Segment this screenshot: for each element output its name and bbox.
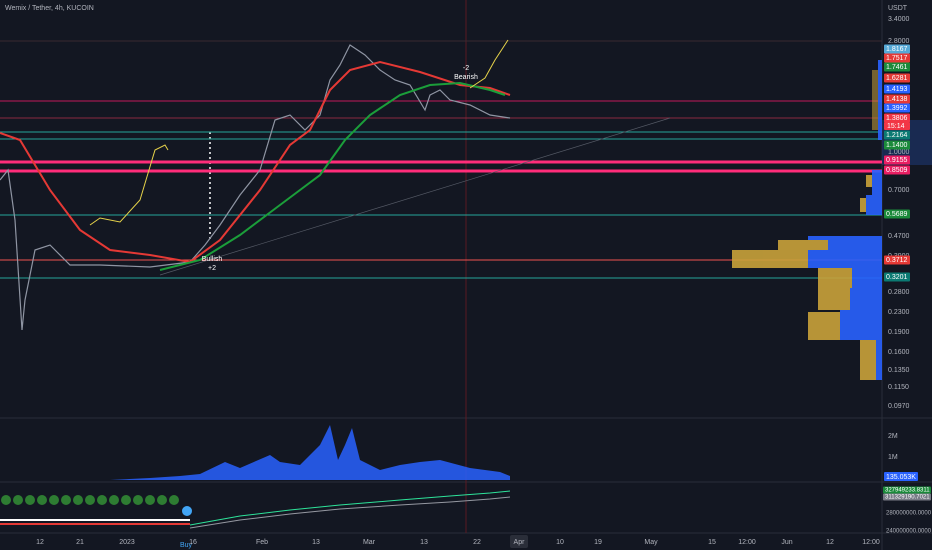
volume-tag [884, 472, 918, 481]
price-tag [884, 122, 910, 130]
price-label: 1.0000 [888, 149, 910, 156]
price-tag-label: 0.9155 [886, 157, 908, 164]
price-label: 0.1350 [888, 367, 910, 374]
tag-time: 15:14 [887, 123, 905, 130]
time-label: 22 [473, 539, 481, 546]
ma-green [159, 81, 506, 271]
indicator-line [189, 490, 511, 526]
annotation: +2 [208, 265, 216, 272]
price-tag-label: 1.3992 [886, 105, 908, 112]
price-tag [884, 140, 910, 150]
volume-label: 2M [888, 433, 898, 440]
annotation: Bullish [202, 256, 223, 263]
price-tag-label: 1.6281 [886, 75, 908, 82]
chart-title: Wemix / Tether, 4h, KUCOIN [5, 5, 94, 12]
projection [89, 144, 169, 226]
ma-red [0, 60, 511, 264]
price-tag [884, 165, 910, 175]
indicator-tag [883, 486, 931, 494]
signal-bar [0, 523, 190, 525]
price-tag-label: 1.7517 [886, 55, 908, 62]
price-tag-label: 1.8167 [886, 46, 908, 53]
signal-bar [0, 519, 190, 521]
price-tag-label: 1.4193 [886, 86, 908, 93]
time-label: Feb [256, 539, 268, 546]
volume-label: 1M [888, 454, 898, 461]
indicator-tag-label: 327949233.8311 [885, 488, 930, 494]
currency: USDT [888, 5, 908, 12]
price-tag [884, 272, 910, 282]
price-tag-label: 1.2164 [886, 132, 908, 139]
time-label: 12 [826, 539, 834, 546]
price-label: 0.2300 [888, 309, 910, 316]
price-tag [884, 44, 910, 54]
volume-bars [110, 425, 510, 480]
price-line [0, 44, 511, 331]
price-label: 3.4000 [888, 16, 910, 23]
price-label: 0.0970 [888, 403, 910, 410]
volume-profile [732, 60, 932, 380]
price-label: 2.8000 [888, 38, 910, 45]
time-label: 10 [556, 539, 564, 546]
price-tag-label: 0.3201 [886, 274, 908, 281]
time-label: 21 [76, 539, 84, 546]
price-tag [884, 130, 910, 140]
price-tag [884, 103, 910, 113]
price-tag [884, 94, 910, 104]
time-label: 19 [594, 539, 602, 546]
indicator-label: 280000000.0000 [886, 511, 932, 517]
time-label: 13 [312, 539, 320, 546]
indicator-label: 240000000.0000 [886, 529, 932, 535]
price-tag-label: 1.3806 [886, 115, 908, 122]
time-label: 16 [189, 539, 197, 546]
price-label: 0.4700 [888, 233, 910, 240]
volume-tag-label: 135.053K [886, 474, 916, 481]
price-tag [884, 155, 910, 165]
projection [469, 39, 509, 89]
price-label: 0.1900 [888, 329, 910, 336]
price-tag [884, 62, 910, 72]
price-label: 0.7000 [888, 187, 910, 194]
price-label: 0.1600 [888, 349, 910, 356]
price-tag [884, 53, 910, 63]
price-tag-label: 1.4138 [886, 96, 908, 103]
price-label: 0.2800 [888, 289, 910, 296]
signal-dots [1, 495, 192, 516]
time-label: 13 [420, 539, 428, 546]
price-tag [884, 113, 910, 123]
time-label: 12 [36, 539, 44, 546]
time-label: 12:00 [738, 539, 756, 546]
price-tag-label: 1.1400 [886, 142, 908, 149]
time-label: Jun [781, 539, 792, 546]
time-label: May [644, 539, 658, 546]
price-tag-label: 0.5689 [886, 211, 908, 218]
price-tag-label: 1.7461 [886, 64, 908, 71]
trend-line [159, 117, 671, 276]
price-tag [884, 73, 910, 83]
time-label: 15 [708, 539, 716, 546]
price-tag-label: 0.8509 [886, 167, 908, 174]
price-tag [884, 209, 910, 219]
time-label: Mar [363, 539, 376, 546]
time-label: Apr [514, 539, 526, 546]
indicator-line [189, 496, 511, 529]
time-highlight [510, 535, 528, 548]
annotation: Bearish [454, 74, 478, 81]
time-label: 12:00 [862, 539, 880, 546]
indicator-tag-label: 311329190.7021 [885, 495, 930, 501]
price-tag [884, 84, 910, 94]
time-label: 2023 [119, 539, 135, 546]
price-tag-label: 0.3712 [886, 257, 908, 264]
price-label: 0.1150 [888, 384, 909, 391]
annotation: Buy [180, 542, 193, 549]
price-tag [884, 255, 910, 265]
indicator-tag [883, 493, 931, 501]
annotation: -2 [463, 65, 469, 72]
